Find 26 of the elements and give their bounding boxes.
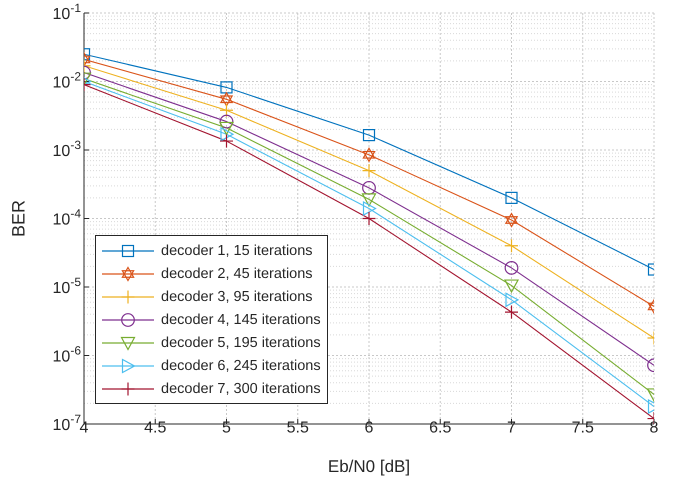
point (362, 211, 376, 226)
x-axis-title: Eb/N0 [dB] (328, 457, 410, 476)
point (362, 201, 376, 216)
y-tick-label: 10$^{-3}$ (52, 138, 82, 160)
legend-label: decoder 5, 195 iterations (161, 334, 321, 350)
y-tick-label: 10$^{-2}$ (52, 70, 82, 92)
point (362, 129, 376, 142)
legend-label: decoder 7, 300 iterations (161, 380, 321, 396)
y-axis-title: BER (8, 200, 28, 238)
legend-label: decoder 4, 145 iterations (161, 312, 321, 328)
point (362, 193, 376, 207)
y-tick-label: 10$^{-5}$ (52, 275, 82, 297)
x-tick-label: 5.5 (286, 419, 309, 436)
point (362, 164, 376, 178)
y-tick-label: 10$^{-4}$ (52, 206, 82, 228)
legend-label: decoder 6, 245 iterations (161, 358, 321, 374)
point (362, 180, 376, 195)
point (220, 127, 234, 142)
y-tick-label: 10$^{-6}$ (52, 344, 82, 366)
x-tick-label: 7.5 (572, 419, 594, 436)
legend-label: decoder 1, 15 iterations (161, 242, 313, 258)
point (362, 148, 376, 162)
legend-label: decoder 2, 45 iterations (161, 266, 313, 282)
x-tick-label: 6.5 (429, 419, 452, 436)
y-tick-label: 10$^{-1}$ (52, 1, 82, 23)
legend-label: decoder 3, 95 iterations (161, 288, 313, 304)
